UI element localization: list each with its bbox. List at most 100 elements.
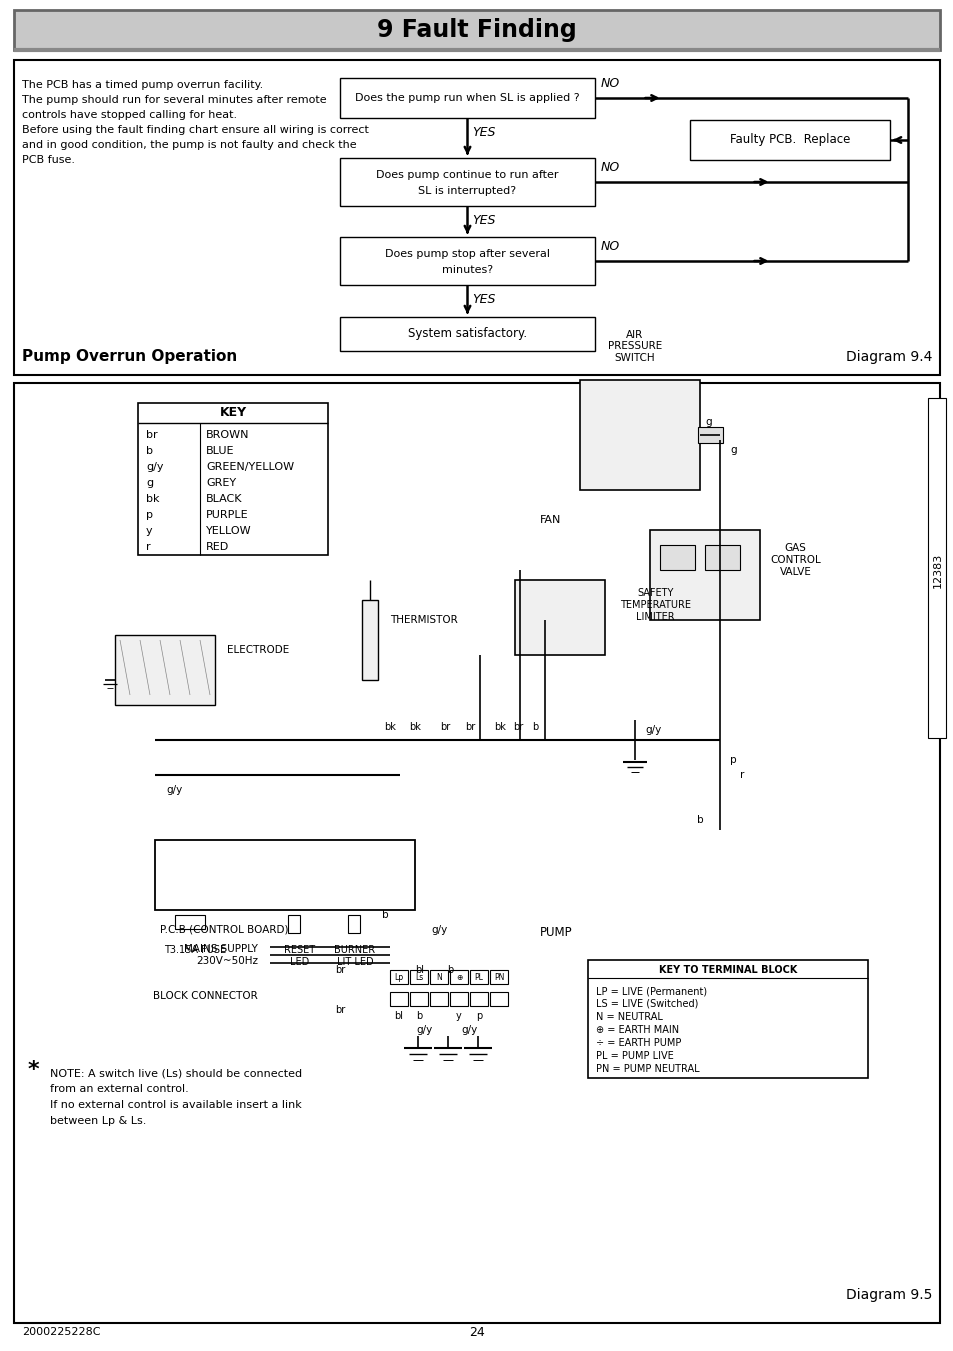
Text: Does pump stop after several: Does pump stop after several xyxy=(385,249,550,259)
Text: SAFETY
TEMPERATURE
LIMITER: SAFETY TEMPERATURE LIMITER xyxy=(619,589,690,621)
Text: minutes?: minutes? xyxy=(441,265,493,276)
Text: bk: bk xyxy=(494,721,505,732)
Bar xyxy=(579,380,700,490)
Text: 12383: 12383 xyxy=(932,553,942,588)
Text: FAN: FAN xyxy=(539,515,560,526)
Bar xyxy=(339,317,595,351)
Text: r: r xyxy=(146,542,151,553)
Bar xyxy=(390,970,408,984)
Text: ELECTRODE: ELECTRODE xyxy=(227,644,289,655)
Text: PL: PL xyxy=(474,973,483,981)
Bar xyxy=(490,992,507,1006)
Text: BURNER
LIT LED: BURNER LIT LED xyxy=(335,944,375,966)
Text: BLUE: BLUE xyxy=(206,446,234,457)
Text: r: r xyxy=(740,770,743,780)
Circle shape xyxy=(618,413,661,457)
Text: bk: bk xyxy=(146,494,159,504)
FancyBboxPatch shape xyxy=(410,435,569,576)
Text: g: g xyxy=(146,478,153,488)
Text: The PCB has a timed pump overrun facility.: The PCB has a timed pump overrun facilit… xyxy=(22,80,263,91)
Text: ⊕: ⊕ xyxy=(456,973,461,981)
Bar xyxy=(14,382,939,1323)
Text: br: br xyxy=(335,1005,345,1015)
Circle shape xyxy=(477,499,501,521)
Bar xyxy=(450,992,468,1006)
Text: bl: bl xyxy=(395,1011,403,1021)
Ellipse shape xyxy=(455,501,484,519)
Circle shape xyxy=(537,593,581,638)
Text: controls have stopped calling for heat.: controls have stopped calling for heat. xyxy=(22,109,237,120)
Text: 24: 24 xyxy=(469,1325,484,1339)
Text: g/y: g/y xyxy=(644,725,660,735)
Text: MAINS SUPPLY
230V~50Hz: MAINS SUPPLY 230V~50Hz xyxy=(184,944,257,966)
Text: b: b xyxy=(532,721,537,732)
Text: YES: YES xyxy=(472,126,496,139)
Circle shape xyxy=(680,589,692,601)
Text: NOTE: A switch live (Ls) should be connected: NOTE: A switch live (Ls) should be conne… xyxy=(50,1069,302,1078)
Bar xyxy=(390,992,408,1006)
Text: ÷ = EARTH PUMP: ÷ = EARTH PUMP xyxy=(596,1038,680,1048)
Bar xyxy=(490,970,507,984)
Text: Diagram 9.5: Diagram 9.5 xyxy=(844,1288,931,1302)
Bar xyxy=(430,992,448,1006)
Text: Ls: Ls xyxy=(415,973,423,981)
Text: PURPLE: PURPLE xyxy=(206,509,249,520)
Text: br: br xyxy=(335,965,345,975)
Bar xyxy=(689,120,889,159)
Bar xyxy=(450,970,468,984)
Text: P.C.B (CONTROL BOARD): P.C.B (CONTROL BOARD) xyxy=(160,924,288,934)
Text: g: g xyxy=(729,444,736,455)
Text: Does the pump run when SL is applied ?: Does the pump run when SL is applied ? xyxy=(355,93,579,103)
Text: b: b xyxy=(146,446,152,457)
Text: BLOCK CONNECTOR: BLOCK CONNECTOR xyxy=(153,992,257,1001)
Text: PN: PN xyxy=(494,973,503,981)
Ellipse shape xyxy=(480,515,498,544)
Text: g/y: g/y xyxy=(146,462,163,471)
Bar xyxy=(339,158,595,205)
Text: GAS
CONTROL
VALVE: GAS CONTROL VALVE xyxy=(769,543,820,577)
Text: If no external control is available insert a link: If no external control is available inse… xyxy=(50,1100,301,1111)
Ellipse shape xyxy=(480,476,498,505)
Text: LP = LIVE (Permanent): LP = LIVE (Permanent) xyxy=(596,986,706,996)
Bar xyxy=(927,399,945,738)
Text: *: * xyxy=(28,1061,40,1079)
Text: g/y: g/y xyxy=(167,785,183,794)
Text: p: p xyxy=(146,509,152,520)
Bar xyxy=(339,236,595,285)
Bar xyxy=(515,580,604,655)
Text: p: p xyxy=(729,755,736,765)
Text: System satisfactory.: System satisfactory. xyxy=(408,327,526,340)
Text: PCB fuse.: PCB fuse. xyxy=(22,155,75,165)
Text: The pump should run for several minutes after remote: The pump should run for several minutes … xyxy=(22,95,326,105)
Bar xyxy=(339,78,595,118)
Text: YELLOW: YELLOW xyxy=(206,526,252,536)
Text: PUMP: PUMP xyxy=(539,927,572,939)
Text: br: br xyxy=(439,721,450,732)
Text: SL is interrupted?: SL is interrupted? xyxy=(418,186,516,196)
Bar xyxy=(410,992,428,1006)
Bar xyxy=(115,635,214,705)
Circle shape xyxy=(702,589,714,601)
Text: RESET
LED: RESET LED xyxy=(284,944,315,966)
Text: g: g xyxy=(704,417,711,427)
Text: Does pump continue to run after: Does pump continue to run after xyxy=(375,170,558,180)
Text: Lp: Lp xyxy=(394,973,403,981)
Circle shape xyxy=(601,397,678,473)
Text: GREEN/YELLOW: GREEN/YELLOW xyxy=(206,462,294,471)
Text: Before using the fault finding chart ensure all wiring is correct: Before using the fault finding chart ens… xyxy=(22,126,369,135)
Text: b: b xyxy=(446,965,453,975)
Text: PN = PUMP NEUTRAL: PN = PUMP NEUTRAL xyxy=(596,1065,699,1074)
Bar xyxy=(410,970,428,984)
Bar xyxy=(649,530,760,620)
Text: br: br xyxy=(464,721,475,732)
Text: y: y xyxy=(456,1011,461,1021)
Ellipse shape xyxy=(361,677,377,688)
Text: KEY: KEY xyxy=(219,407,246,420)
Text: bl: bl xyxy=(416,965,424,975)
Bar xyxy=(288,915,299,934)
Text: ⊕ = EARTH MAIN: ⊕ = EARTH MAIN xyxy=(596,1025,679,1035)
Text: KEY TO TERMINAL BLOCK: KEY TO TERMINAL BLOCK xyxy=(659,965,797,975)
Bar xyxy=(361,600,377,680)
Text: g/y: g/y xyxy=(432,925,448,935)
Text: br: br xyxy=(146,430,157,440)
